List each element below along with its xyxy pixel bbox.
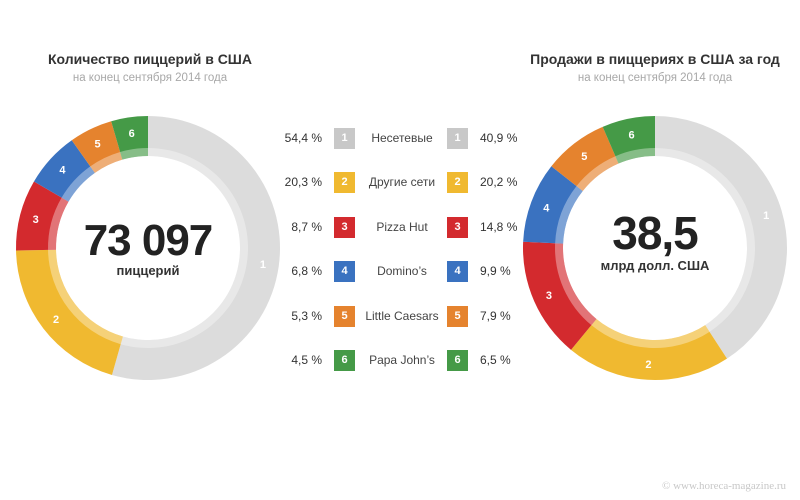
left-percent: 8,7 % [291, 220, 322, 234]
segment-label: 1 [763, 210, 769, 222]
right-chart-subtitle: на конец сентября 2014 года [577, 72, 733, 84]
segment-label: 6 [129, 128, 135, 140]
legend-label: Несетевые [371, 131, 433, 145]
right-percent: 6,5 % [480, 353, 511, 367]
left-percent: 5,3 % [291, 309, 322, 323]
legend-swatch-left: 5 [334, 306, 355, 327]
legend-row: 5,3 % 5 Little Caesars 5 7,9 % [280, 306, 530, 328]
legend-row: 6,8 % 4 Domino’s 4 9,9 % [280, 261, 530, 283]
segment-label: 5 [581, 151, 587, 163]
legend-row: 4,5 % 6 Papa John’s 6 6,5 % [280, 350, 530, 372]
segment-label: 3 [33, 214, 39, 226]
donut-segment [551, 126, 619, 192]
legend-label: Domino’s [377, 264, 427, 278]
segment-label: 1 [260, 259, 266, 271]
legend-swatch-left: 3 [334, 217, 355, 238]
segment-label: 5 [95, 139, 101, 151]
legend-swatch-right: 6 [447, 350, 468, 371]
legend-label: Другие сети [368, 175, 436, 189]
legend-swatch-right: 5 [447, 306, 468, 327]
legend-swatch-right: 4 [447, 261, 468, 282]
legend-swatch-left: 4 [334, 261, 355, 282]
left-percent: 4,5 % [291, 353, 322, 367]
legend-swatch-right: 3 [447, 217, 468, 238]
left-center-unit: пиццерий [116, 263, 180, 278]
donut-segment [655, 116, 787, 359]
left-percent: 6,8 % [291, 264, 322, 278]
donut-segment [16, 249, 123, 375]
left-percent: 20,3 % [284, 175, 322, 189]
donut-segment [571, 318, 727, 380]
donut-segment [111, 116, 148, 160]
legend-swatch-right: 1 [447, 128, 468, 149]
right-center-value: 38,5 [612, 207, 699, 259]
donut-segment [15, 181, 69, 251]
donut-segment [33, 140, 95, 202]
left-chart-subtitle: на конец сентября 2014 года [72, 72, 228, 84]
left-percent: 54,4 % [284, 131, 322, 145]
legend-swatch-left: 1 [334, 128, 355, 149]
legend-swatch-left: 6 [334, 350, 355, 371]
legend-row: 20,3 % 2 Другие сети 2 20,2 % [280, 172, 530, 194]
left-center-value: 73 097 [83, 216, 214, 265]
right-percent: 20,2 % [480, 175, 518, 189]
donut-segment [111, 116, 281, 380]
segment-label: 3 [546, 290, 552, 302]
segment-label: 6 [628, 129, 634, 141]
donut-segment [523, 241, 597, 350]
legend-row: 54,4 % 1 Несетевые 1 40,9 % [280, 128, 530, 150]
donut-segment [523, 166, 583, 244]
segment-label: 4 [59, 165, 66, 177]
left-donut-chart: 1 2 3 4 5 6 [15, 116, 281, 380]
watermark: © www.horeca-magazine.ru [661, 480, 786, 492]
right-percent: 40,9 % [480, 131, 518, 145]
right-center-unit: млрд долл. США [600, 258, 710, 273]
legend-swatch-left: 2 [334, 172, 355, 193]
right-percent: 7,9 % [480, 309, 511, 323]
segment-label: 2 [53, 314, 59, 326]
legend-label: Papa John’s [369, 353, 435, 367]
segment-label: 4 [543, 202, 550, 214]
legend-row: 8,7 % 3 Pizza Hut 3 14,8 % [280, 217, 530, 239]
donut-segment [71, 121, 123, 173]
right-percent: 9,9 % [480, 264, 511, 278]
legend-swatch-right: 2 [447, 172, 468, 193]
legend-label: Little Caesars [365, 309, 439, 323]
right-chart-title: Продажи в пиццериях в США за год [530, 51, 780, 67]
donut-segment [602, 116, 655, 164]
segment-label: 2 [645, 359, 651, 371]
legend-label: Pizza Hut [376, 220, 428, 234]
left-chart-title: Количество пиццерий в США [48, 51, 252, 67]
right-donut-chart: 1 2 3 4 5 6 [523, 116, 787, 380]
right-percent: 14,8 % [480, 220, 518, 234]
